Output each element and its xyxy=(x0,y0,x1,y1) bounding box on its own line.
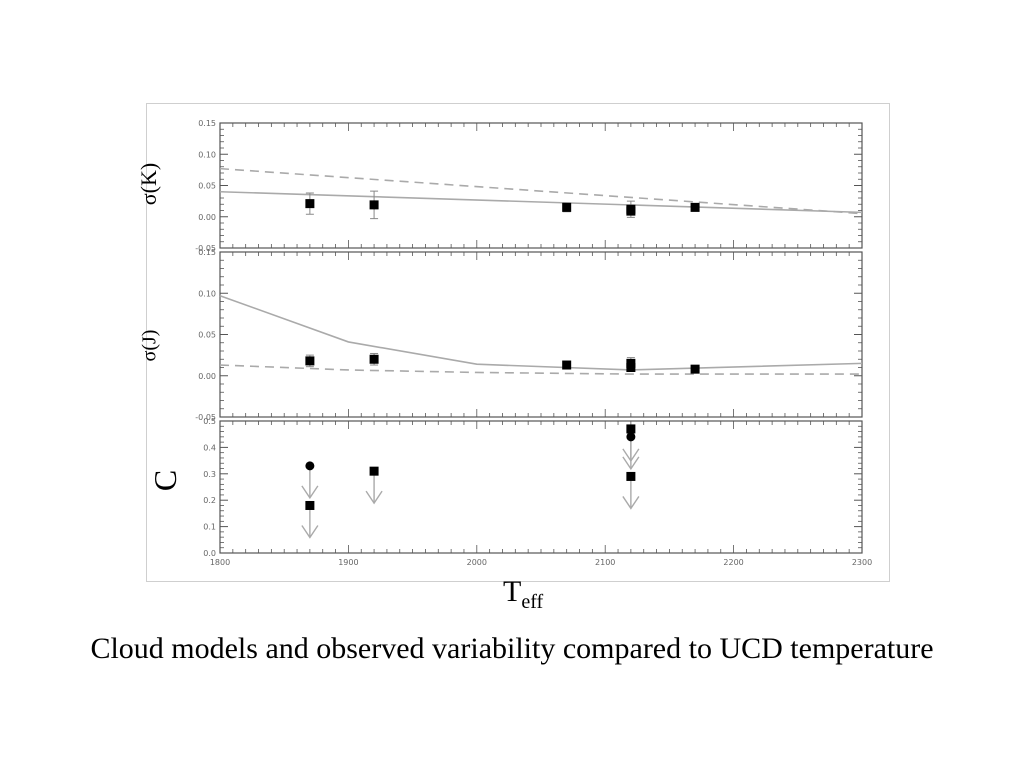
figure-frame xyxy=(146,103,890,582)
data-point-square xyxy=(305,199,315,209)
x-axis-label-subscript: eff xyxy=(521,591,544,613)
model-line-solid xyxy=(219,294,863,371)
data-point-square xyxy=(562,202,572,212)
y-tick-label: 0.00 xyxy=(198,372,216,381)
x-tick-label: 2200 xyxy=(723,558,743,567)
y-tick-label: 0.15 xyxy=(198,248,216,257)
ylabel-sigma-k: σ(K) xyxy=(136,162,162,206)
model-line-dashed xyxy=(219,364,862,375)
x-tick-label: 2100 xyxy=(595,558,615,567)
slide-caption: Cloud models and observed variability co… xyxy=(90,632,934,665)
data-point-circle xyxy=(305,461,315,471)
panel-top: -0.05 0.00 0.05 0.10 0.15 xyxy=(195,119,863,253)
y-tick-label: -0.05 xyxy=(195,244,216,253)
upper-limit-arrowhead xyxy=(365,490,383,505)
data-point-circle xyxy=(626,432,636,442)
ylabel-sigma-j: σ(J) xyxy=(138,329,161,362)
y-tick-label: 0.1 xyxy=(203,523,216,532)
data-point-square xyxy=(626,471,636,481)
x-tick-label: 1800 xyxy=(210,558,230,567)
x-axis-label: Teff xyxy=(503,575,543,614)
model-line-dashed xyxy=(219,167,863,215)
y-tick-label: -0.05 xyxy=(195,413,216,422)
ylabel-c: C xyxy=(147,469,184,492)
plot-frame-middle xyxy=(219,251,863,418)
data-point-square xyxy=(626,206,636,216)
y-tick-label: 0.2 xyxy=(203,496,216,505)
data-point-square xyxy=(562,360,572,370)
panel-bottom: 0.0 0.1 0.2 0.3 0.4 0.5 1800 1900 2000 2100 2200 23… xyxy=(203,417,872,567)
plot-frame-top xyxy=(219,122,863,249)
model-line-solid xyxy=(219,190,863,214)
y-tick-label: 0.10 xyxy=(198,150,216,159)
data-point-square xyxy=(369,354,379,364)
y-tick-label: 0.05 xyxy=(198,182,216,191)
upper-limit-arrowhead xyxy=(301,525,319,539)
upper-limit-arrowhead xyxy=(622,456,640,471)
data-point-square xyxy=(690,364,700,374)
data-point-square xyxy=(305,356,315,366)
y-tick-label: 0.05 xyxy=(198,331,216,340)
panel-middle: -0.05 0.00 0.05 0.10 0.15 xyxy=(195,248,863,422)
y-tick-label: 0.0 xyxy=(203,549,216,558)
data-point-square xyxy=(626,424,636,434)
y-tick-label: 0.4 xyxy=(203,443,216,452)
y-tick-label: 0.3 xyxy=(203,470,216,479)
y-tick-label: 0.00 xyxy=(198,213,216,222)
x-tick-label: 2000 xyxy=(467,558,487,567)
y-tick-label: 0.5 xyxy=(203,417,216,426)
x-tick-label: 1900 xyxy=(338,558,358,567)
y-tick-label: 0.15 xyxy=(198,119,216,128)
upper-limit-arrowhead xyxy=(622,496,640,510)
data-point-square xyxy=(690,202,700,212)
x-tick-label: 2300 xyxy=(852,558,872,567)
data-point-square xyxy=(626,363,636,372)
y-tick-label: 0.10 xyxy=(198,289,216,298)
data-point-square xyxy=(369,466,379,476)
x-axis-label-main: T xyxy=(503,575,522,608)
data-point-square xyxy=(369,200,379,210)
upper-limit-arrowhead xyxy=(301,485,319,500)
data-point-square xyxy=(305,500,315,510)
